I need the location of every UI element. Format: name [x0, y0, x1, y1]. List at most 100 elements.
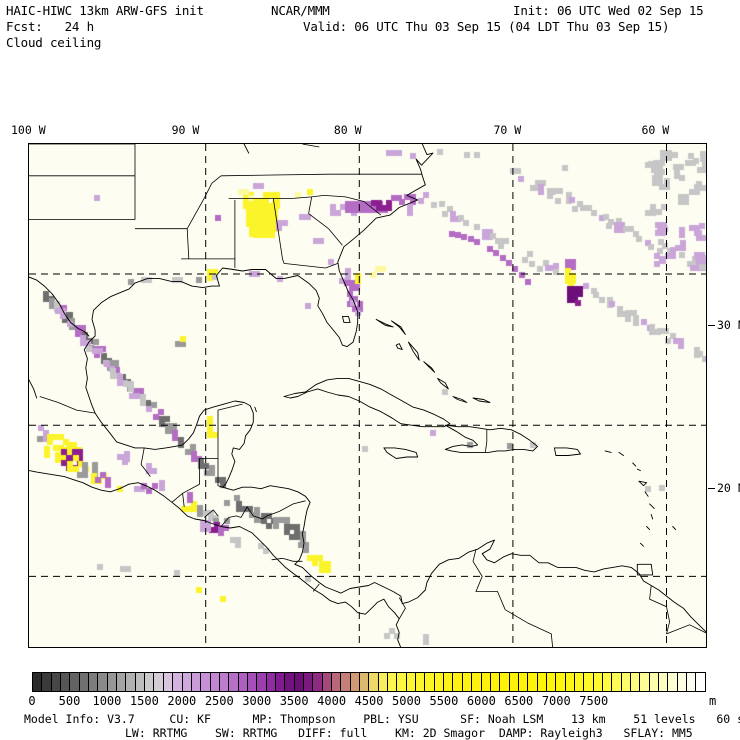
colorbar-tick-label: 7500: [579, 694, 609, 708]
colorbar-cell: [640, 673, 650, 691]
colorbar-cell: [61, 673, 71, 691]
colorbar-cell: [584, 673, 594, 691]
colorbar-cell: [135, 673, 146, 691]
model-info-line-2: LW: RRTMG SW: RRTMG DIFF: full KM: 2D Sm…: [125, 726, 693, 740]
colorbar-cell: [219, 673, 230, 691]
colorbar[interactable]: [32, 672, 706, 692]
colorbar-cell: [453, 673, 463, 691]
colorbar-cell: [518, 673, 529, 691]
map-panel[interactable]: [28, 143, 707, 648]
latitude-label: 30 N: [717, 318, 740, 332]
model-info-line-1: Model Info: V3.7 CU: KF MP: Thompson PBL…: [24, 712, 740, 726]
colorbar-cell: [687, 673, 697, 691]
header-center-label: NCAR/MMM: [271, 3, 330, 18]
colorbar-cell: [500, 673, 510, 691]
colorbar-cell: [332, 673, 342, 691]
colorbar-cell: [659, 673, 669, 691]
longitude-label: 80 W: [333, 123, 362, 137]
colorbar-cell: [472, 673, 482, 691]
colorbar-cell: [89, 673, 99, 691]
colorbar-tick-label: 3000: [242, 694, 272, 708]
colorbar-cell: [145, 673, 155, 691]
colorbar-cell: [631, 673, 641, 691]
colorbar-cell: [247, 673, 258, 691]
colorbar-cell: [397, 673, 407, 691]
colorbar-tick-label: 2000: [167, 694, 197, 708]
colorbar-tick-label: 4000: [317, 694, 347, 708]
colorbar-cell: [163, 673, 174, 691]
cloud-ceiling-data-layer: [29, 144, 706, 647]
colorbar-cell: [696, 673, 705, 691]
longitude-label: 90 W: [171, 123, 200, 137]
colorbar-tick-label: 7000: [541, 694, 571, 708]
colorbar-cell: [537, 673, 547, 691]
header-field-name: Cloud ceiling: [6, 35, 102, 50]
colorbar-cell: [285, 673, 295, 691]
colorbar-cell: [210, 673, 220, 691]
colorbar-cell: [350, 673, 361, 691]
colorbar-cell: [303, 673, 314, 691]
colorbar-cell: [238, 673, 248, 691]
header-init-time: Init: 06 UTC Wed 02 Sep 15: [513, 3, 704, 18]
colorbar-cell: [182, 673, 192, 691]
colorbar-cell: [668, 673, 678, 691]
colorbar-cell: [275, 673, 286, 691]
colorbar-cell: [98, 673, 108, 691]
colorbar-tick-label: 2500: [204, 694, 234, 708]
colorbar-cell: [677, 673, 688, 691]
header-model-title: HAIC-HIWC 13km ARW-GFS init: [6, 3, 204, 18]
latitude-label: 20 N: [717, 481, 740, 496]
latitude-tick: [708, 325, 715, 327]
colorbar-cell: [154, 673, 164, 691]
colorbar-cell: [313, 673, 323, 691]
colorbar-cell: [79, 673, 90, 691]
colorbar-cell: [406, 673, 417, 691]
colorbar-cell: [416, 673, 426, 691]
colorbar-cell: [173, 673, 183, 691]
colorbar-cell: [481, 673, 491, 691]
longitude-label: 70 W: [493, 123, 522, 137]
colorbar-cell: [70, 673, 80, 691]
colorbar-tick-label: 3500: [279, 694, 309, 708]
colorbar-cell: [565, 673, 575, 691]
colorbar-cell: [509, 673, 519, 691]
colorbar-cell: [229, 673, 239, 691]
colorbar-tick-label: 5000: [392, 694, 421, 708]
colorbar-cell: [294, 673, 304, 691]
colorbar-cell: [378, 673, 389, 691]
colorbar-cell: [360, 673, 370, 691]
colorbar-cell: [266, 673, 276, 691]
colorbar-tick-label: 500: [58, 694, 81, 708]
colorbar-cell: [369, 673, 379, 691]
colorbar-tick-label: 4500: [354, 694, 384, 708]
colorbar-cell: [490, 673, 501, 691]
colorbar-cell: [593, 673, 603, 691]
colorbar-tick-label: 5500: [429, 694, 459, 708]
colorbar-tick-label: 1000: [92, 694, 122, 708]
latitude-tick: [708, 488, 715, 490]
colorbar-tick-label: 0: [28, 694, 36, 708]
colorbar-cell: [444, 673, 454, 691]
colorbar-cell: [322, 673, 332, 691]
longitude-label: 100 W: [11, 123, 46, 137]
colorbar-cell: [51, 673, 62, 691]
colorbar-cell: [528, 673, 538, 691]
colorbar-cell: [117, 673, 127, 691]
colorbar-cell: [126, 673, 136, 691]
colorbar-cell: [341, 673, 351, 691]
colorbar-cell: [556, 673, 566, 691]
colorbar-unit-label: m: [709, 694, 717, 708]
colorbar-cell: [388, 673, 398, 691]
colorbar-cell: [107, 673, 118, 691]
colorbar-cell: [612, 673, 622, 691]
colorbar-cell: [33, 673, 43, 691]
colorbar-cell: [191, 673, 202, 691]
colorbar-cell: [425, 673, 435, 691]
colorbar-cell: [546, 673, 557, 691]
colorbar-cell: [434, 673, 445, 691]
colorbar-cell: [462, 673, 473, 691]
colorbar-tick-label: 1500: [129, 694, 159, 708]
colorbar-cell: [602, 673, 613, 691]
colorbar-cell: [42, 673, 52, 691]
colorbar-tick-label: 6500: [504, 694, 534, 708]
